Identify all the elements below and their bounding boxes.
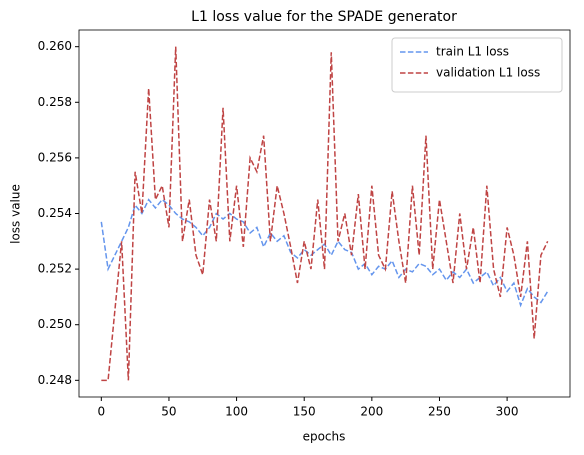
- y-tick-label: 0.252: [38, 262, 72, 276]
- legend-label: validation L1 loss: [436, 66, 540, 80]
- x-tick-label: 50: [161, 405, 176, 419]
- y-axis-label: loss value: [9, 184, 23, 244]
- y-tick-label: 0.256: [38, 150, 72, 164]
- legend-box: [391, 37, 563, 93]
- x-axis-label: epochs: [303, 430, 346, 444]
- y-tick-label: 0.260: [38, 39, 72, 53]
- chart-title: L1 loss value for the SPADE generator: [191, 9, 457, 25]
- y-tick-label: 0.250: [38, 317, 72, 331]
- x-tick-label: 250: [428, 405, 451, 419]
- x-tick-label: 100: [225, 405, 248, 419]
- y-tick-label: 0.258: [38, 95, 72, 109]
- x-tick-label: 200: [360, 405, 383, 419]
- y-tick-label: 0.254: [38, 206, 72, 220]
- line-series: [100, 198, 549, 308]
- line-series: [101, 46, 549, 382]
- x-tick-label: 0: [97, 405, 105, 419]
- x-tick-label: 150: [293, 405, 316, 419]
- x-tick-label: 300: [496, 405, 519, 419]
- y-tick-label: 0.248: [38, 373, 72, 387]
- legend-label: train L1 loss: [436, 45, 509, 59]
- axes-frame: [78, 29, 571, 398]
